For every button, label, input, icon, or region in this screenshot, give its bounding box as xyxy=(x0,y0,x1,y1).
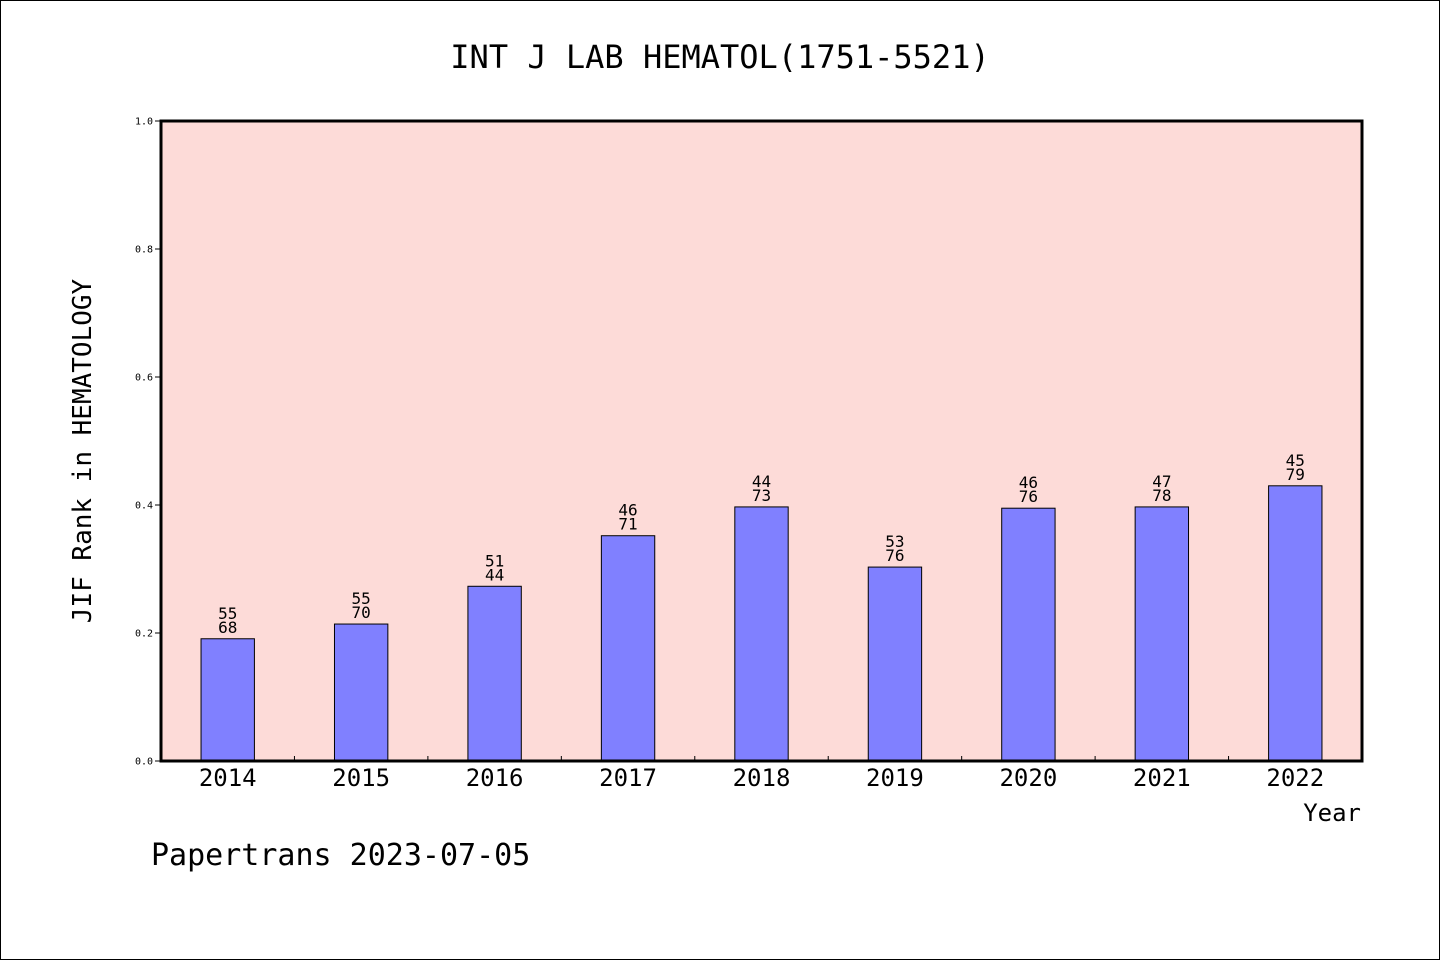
x-tick-label: 2019 xyxy=(866,764,924,792)
bar-label-upper: 45 xyxy=(1286,451,1305,470)
plot-frame xyxy=(159,119,1364,763)
bar-label-lower: 70 xyxy=(352,603,371,622)
bar-label-lower: 78 xyxy=(1152,486,1171,505)
y-tick-label: 0.8 xyxy=(135,245,153,256)
bar-label-lower: 76 xyxy=(1019,487,1038,506)
bar-label-lower: 79 xyxy=(1286,465,1305,484)
y-tick-label: 1.0 xyxy=(135,117,153,128)
y-tick-label: 0.4 xyxy=(135,501,153,512)
x-axis-ticks: 2014 2015 2016 2017 2018 2019 2020 2021 2022 xyxy=(199,756,1324,792)
x-tick-label: 2022 xyxy=(1266,764,1324,792)
bar xyxy=(600,535,656,762)
x-tick-label: 2017 xyxy=(599,764,657,792)
bar xyxy=(1268,485,1323,762)
bar-label-lower: 71 xyxy=(618,515,637,534)
y-axis-label: JIF Rank in HEMATOLOGY xyxy=(68,278,98,623)
bar xyxy=(1001,507,1056,762)
bar-label-upper: 46 xyxy=(1019,473,1038,492)
x-tick-label: 2014 xyxy=(199,764,257,792)
bar-label-lower: 44 xyxy=(485,565,504,584)
bar-label-lower: 76 xyxy=(885,546,904,565)
footer-credit: Papertrans 2023-07-05 xyxy=(151,838,530,873)
x-tick-label: 2018 xyxy=(733,764,791,792)
chart-title: INT J LAB HEMATOL(1751-5521) xyxy=(450,38,989,76)
bar xyxy=(333,623,389,762)
bar-label-lower: 68 xyxy=(218,618,237,637)
bar xyxy=(467,585,522,762)
bar xyxy=(867,566,923,762)
bar-label-upper: 46 xyxy=(618,501,637,520)
y-tick-label: 0.6 xyxy=(135,373,153,384)
x-tick-label: 2016 xyxy=(466,764,524,792)
bar-label-upper: 55 xyxy=(352,589,371,608)
x-axis-label: Year xyxy=(1303,799,1361,827)
x-tick-label: 2021 xyxy=(1133,764,1191,792)
bar-label-upper: 44 xyxy=(752,472,771,491)
bar-label-upper: 53 xyxy=(885,532,904,551)
x-tick-label: 2020 xyxy=(999,764,1057,792)
bar-label-lower: 73 xyxy=(752,486,771,505)
y-tick-label: 0.0 xyxy=(135,757,153,768)
bar xyxy=(200,638,255,762)
bar-label-upper: 55 xyxy=(218,604,237,623)
bar-label-upper: 51 xyxy=(485,551,504,570)
bar xyxy=(734,506,789,762)
x-tick-label: 2015 xyxy=(332,764,390,792)
y-tick-label: 0.2 xyxy=(135,629,153,640)
bar-label-upper: 47 xyxy=(1152,472,1171,491)
y-axis-ticks: 0.0 0.2 0.4 0.6 0.8 1.0 xyxy=(135,117,161,768)
bar xyxy=(1134,506,1190,762)
